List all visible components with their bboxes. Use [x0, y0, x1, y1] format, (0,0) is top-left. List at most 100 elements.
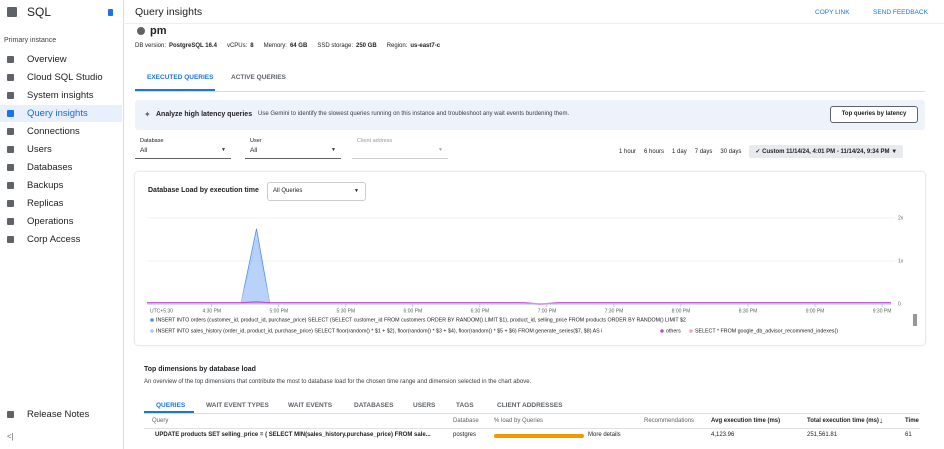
divider: [144, 428, 920, 429]
tab[interactable]: EXECUTED QUERIES: [147, 74, 214, 81]
nav-icon: [7, 74, 14, 81]
dimension-tab[interactable]: TAGS: [456, 402, 474, 409]
nav-item[interactable]: Databases: [27, 162, 73, 173]
dimension-tab[interactable]: WAIT EVENTS: [288, 402, 333, 409]
nav-icon: [7, 164, 14, 171]
dropdown-arrow: ▼: [221, 147, 226, 153]
nav-icon: [7, 218, 14, 225]
scrollbar: [913, 314, 917, 326]
instance-name: pm: [150, 25, 167, 37]
copy-link[interactable]: COPY LINK: [815, 9, 850, 16]
nav-item[interactable]: System insights: [27, 90, 94, 101]
nav-item[interactable]: Query insights: [27, 108, 88, 119]
sort-icon: ↓: [879, 416, 883, 425]
divider: [135, 91, 925, 92]
time-option[interactable]: 6 hours: [644, 148, 665, 155]
dropdown-arrow: ▼: [438, 147, 443, 153]
nav-item[interactable]: Operations: [27, 216, 74, 227]
nav-item[interactable]: Cloud SQL Studio: [27, 72, 103, 83]
query-filter-value: All Queries: [273, 188, 303, 194]
sidebar: [0, 0, 124, 449]
cell: UPDATE products SET selling_price = ( SE…: [155, 432, 431, 438]
filter[interactable]: Database All ▼: [135, 137, 231, 159]
column-header[interactable]: Time: [905, 418, 919, 424]
filter: Client address ▼: [352, 137, 448, 159]
detail-label: DB version:: [135, 43, 167, 49]
nav-item[interactable]: Replicas: [27, 198, 64, 209]
detail: vCPUs: 8: [227, 43, 254, 49]
load-bar: [494, 434, 584, 438]
custom-range[interactable]: ✓ Custom 11/14/24, 4:01 PM - 11/14/24, 9…: [749, 145, 904, 158]
nav-icon: [7, 56, 14, 63]
column-header: Recommendations: [644, 418, 695, 424]
sql-icon: [7, 7, 17, 17]
instance-details: DB version: PostgreSQL 16.4 vCPUs: 8 Memory:…: [135, 43, 440, 49]
detail: Memory: 64 GB: [264, 43, 308, 49]
time-option[interactable]: 30 days: [720, 148, 742, 155]
release-notes[interactable]: Release Notes: [27, 409, 90, 420]
tab[interactable]: ACTIVE QUERIES: [231, 74, 286, 81]
column-header[interactable]: Total execution time (ms): [807, 418, 879, 424]
tab-indicator: [144, 411, 194, 413]
cell: 251,561.81: [807, 432, 838, 438]
column-header: % load by Queries: [494, 418, 544, 424]
filter-label: Database: [140, 138, 164, 144]
query-filter[interactable]: All Queries ▼: [267, 182, 366, 201]
nav-highlight: [0, 105, 122, 122]
divider: [123, 23, 944, 24]
detail-value: 8: [250, 43, 254, 49]
pin-icon[interactable]: [108, 9, 113, 16]
top-queries-button[interactable]: Top queries by latency: [830, 106, 918, 123]
nav-item[interactable]: Corp Access: [27, 234, 81, 245]
dimension-tab[interactable]: QUERIES: [156, 402, 186, 409]
filter[interactable]: User All ▼: [245, 137, 341, 159]
detail-label: Memory:: [263, 43, 287, 49]
column-header: Database: [453, 418, 479, 424]
time-option[interactable]: 1 hour: [619, 148, 637, 155]
collapse-icon[interactable]: <|: [7, 432, 14, 441]
chart-card: [135, 172, 925, 345]
send-feedback[interactable]: SEND FEEDBACK: [873, 9, 928, 16]
tab-indicator: [135, 89, 215, 91]
detail-label: Region:: [386, 43, 408, 49]
dimension-tab[interactable]: WAIT EVENT TYPES: [206, 402, 269, 409]
banner-text: Use Gemini to identify the slowest queri…: [258, 111, 570, 117]
dimensions-subtitle: An overview of the top dimensions that c…: [144, 379, 532, 385]
detail-value: 64 GB: [289, 43, 308, 49]
nav-item[interactable]: Users: [27, 144, 52, 155]
divider: [144, 413, 920, 414]
sidebar-title: SQL: [27, 5, 52, 19]
filter-value: All: [140, 147, 148, 154]
detail: Region: us-east7-c: [387, 43, 440, 49]
dimension-tab[interactable]: DATABASES: [354, 402, 394, 409]
cell[interactable]: More details: [588, 432, 621, 438]
filter-value: All: [250, 147, 258, 154]
filter-label: Client address: [357, 138, 393, 144]
nav-item[interactable]: Backups: [27, 180, 64, 191]
detail-value: PostgreSQL 16.4: [169, 43, 217, 49]
nav-icon: [7, 110, 14, 117]
detail-value: us-east7-c: [410, 43, 441, 49]
nav-icon: [7, 146, 14, 153]
dropdown-arrow: ▼: [331, 147, 336, 153]
dimension-tab[interactable]: USERS: [413, 402, 436, 409]
page-title: Query insights: [135, 6, 203, 18]
time-option[interactable]: 1 day: [672, 148, 687, 155]
nav-icon: [7, 200, 14, 207]
time-option[interactable]: 7 days: [694, 148, 713, 155]
detail-label: vCPUs:: [226, 43, 248, 49]
nav-item[interactable]: Connections: [27, 126, 80, 137]
filter-label: User: [250, 138, 262, 144]
column-header[interactable]: Avg execution time (ms): [711, 418, 781, 424]
nav-item[interactable]: Overview: [27, 54, 67, 65]
cell: postgres: [453, 432, 477, 438]
column-header: Query: [152, 418, 169, 424]
nav-icon: [7, 182, 14, 189]
sparkle-icon: ✦: [144, 110, 151, 119]
dimension-tab[interactable]: CLIENT ADDRESSES: [497, 402, 563, 409]
custom-range-text: Custom 11/14/24, 4:01 PM - 11/14/24, 9:3…: [762, 149, 890, 155]
gemini-banner: [135, 100, 925, 130]
banner-title: Analyze high latency queries: [156, 111, 253, 118]
detail-value: 250 GB: [356, 43, 377, 49]
detail-label: SSD storage:: [317, 43, 353, 49]
